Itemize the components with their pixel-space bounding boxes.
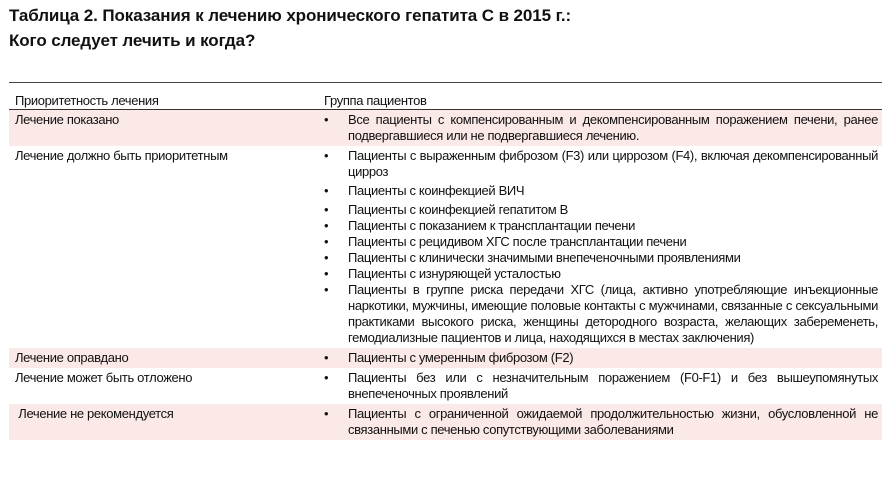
list-item: • Пациенты с клинически значимыми внепече… [324,250,882,266]
bullet-icon: • [324,148,329,163]
bullet-icon: • [324,234,329,249]
patient-group-text: Пациенты с ограниченной ожидаемой продол… [348,406,878,437]
list-item: • Пациенты без или с незначительным пораж… [324,370,882,402]
list-item: • Все пациенты с компенсированным и деком… [324,112,882,144]
bullet-icon: • [324,218,329,233]
priority-cell: Лечение не рекомендуется [9,404,324,440]
list-item: • Пациенты с выраженным фиброзом (F3) или… [324,148,882,180]
priority-cell: Лечение оправдано [9,348,324,368]
bullet-icon: • [324,350,329,365]
indications-table: Приоритетность лечения Группа пациентов … [9,91,882,440]
list-item: • Пациенты с умеренным фиброзом (F2) [324,350,882,366]
list-item: • Пациенты с показанием к трансплантации … [324,218,882,234]
table-header-row: Приоритетность лечения Группа пациентов [9,91,882,110]
patient-group-text: Пациенты с умеренным фиброзом (F2) [348,350,574,365]
bullet-icon: • [324,183,329,198]
table-row: Лечение оправдано • Пациенты с умеренным ф… [9,348,882,368]
patient-group-text: Пациенты с коинфекцией ВИЧ [348,183,525,198]
header-patient-group: Группа пациентов [324,91,882,110]
patient-group-cell: • Пациенты с выраженным фиброзом (F3) или… [324,146,882,348]
list-item: • Пациенты с изнуряющей усталостью [324,266,882,282]
table-row: Лечение должно быть приоритетным • Пациент… [9,146,882,348]
priority-cell: Лечение может быть отложено [15,370,193,385]
priority-cell: Лечение показано [9,109,324,146]
patient-group-text: Пациенты с клинически значимыми внепечен… [348,250,741,265]
patient-group-text: Пациенты с изнуряющей усталостью [348,266,561,281]
list-item: • Пациенты с коинфекцией ВИЧ [324,183,882,199]
bullet-icon: • [324,406,329,421]
patient-group-cell: • Пациенты с ограниченной ожидаемой продо… [324,404,882,440]
table-row: Лечение не рекомендуется • Пациенты с огра… [9,404,882,440]
bullet-icon: • [324,112,329,127]
patient-group-text: Пациенты без или с незначительным пораже… [348,370,878,401]
patient-group-cell: • Пациенты с умеренным фиброзом (F2) [324,348,882,368]
table-row: Лечение может быть отложено • Пациенты без… [9,368,882,404]
bullet-icon: • [324,282,329,297]
bullet-icon: • [324,202,329,217]
patient-group-text: Пациенты с рецидивом ХГС после трансплан… [348,234,687,249]
patient-group-cell: • Все пациенты с компенсированным и деком… [324,109,882,146]
patient-group-text: Пациенты в группе риска передачи ХГС (ли… [348,282,878,345]
bullet-icon: • [324,370,329,385]
bullet-icon: • [324,250,329,265]
list-item: • Пациенты в группе риска передачи ХГС (л… [324,282,882,346]
list-item: • Пациенты с ограниченной ожидаемой продо… [324,406,882,438]
patient-group-text: Пациенты с коинфекцией гепатитом В [348,202,568,217]
table-title: Таблица 2. Показания к лечению хроническ… [9,6,572,25]
table-subtitle: Кого следует лечить и когда? [9,31,256,50]
bullet-icon: • [324,266,329,281]
patient-group-text: Пациенты с выраженным фиброзом (F3) или … [348,148,878,179]
priority-cell: Лечение должно быть приоритетным [15,148,228,163]
table-row: Лечение показано • Все пациенты с компенси… [9,109,882,146]
header-priority: Приоритетность лечения [9,91,324,110]
patient-group-cell: • Пациенты без или с незначительным пораж… [324,368,882,404]
patient-group-text: Пациенты с показанием к трансплантации п… [348,218,636,233]
top-rule [9,82,882,83]
patient-group-text: Все пациенты с компенсированным и декомп… [348,112,878,143]
list-item: • Пациенты с рецидивом ХГС после транспла… [324,234,882,250]
list-item: • Пациенты с коинфекцией гепатитом В [324,202,882,218]
